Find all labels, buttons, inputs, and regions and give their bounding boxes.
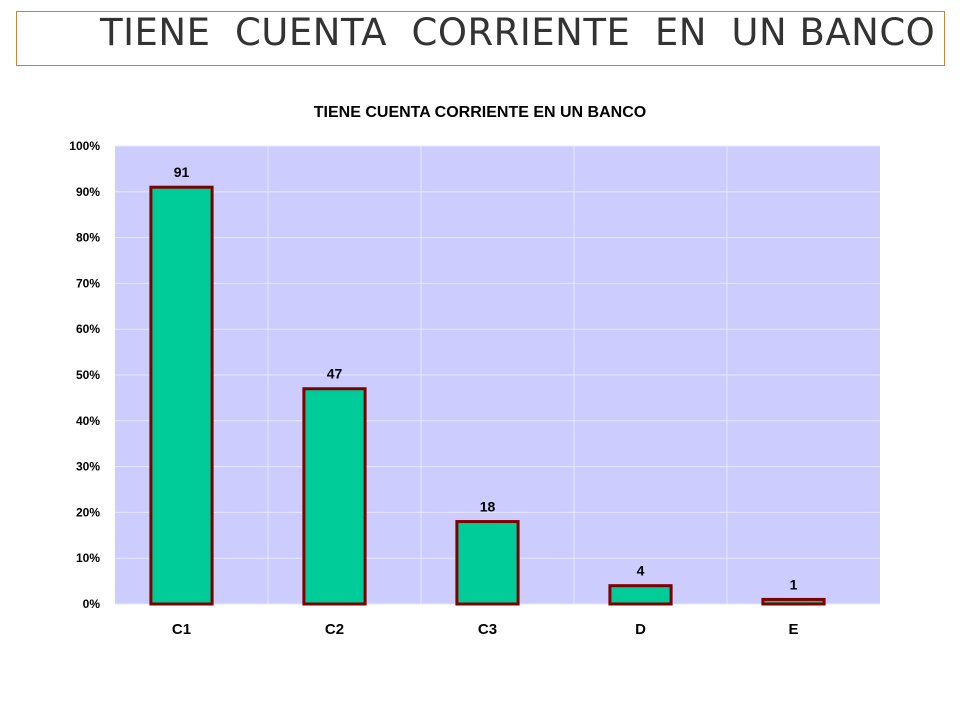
y-axis-ticks: 0% 10% 20% 30% 40% 50% 60% 70% 80% 90% 100% <box>69 139 100 611</box>
y-tick-label: 10% <box>76 551 100 565</box>
y-tick-label: 100% <box>69 139 100 153</box>
bar-c2 <box>302 387 367 606</box>
x-tick-label: E <box>788 621 798 638</box>
data-label: 91 <box>174 164 190 180</box>
data-label: 47 <box>327 366 343 382</box>
y-tick-label: 70% <box>76 276 100 290</box>
slide-title: TIENE CUENTA CORRIENTE EN UN BANCO <box>100 11 936 54</box>
y-tick-label: 0% <box>83 597 101 611</box>
y-tick-label: 40% <box>76 414 100 428</box>
y-tick-label: 50% <box>76 368 100 382</box>
bar-e <box>761 597 826 606</box>
y-tick-label: 30% <box>76 460 100 474</box>
x-tick-label: C1 <box>172 621 191 638</box>
y-tick-label: 20% <box>76 505 100 519</box>
data-labels: 91 47 18 4 1 <box>174 164 798 592</box>
data-label: 1 <box>790 576 798 592</box>
y-tick-label: 90% <box>76 185 100 199</box>
chart-title: TIENE CUENTA CORRIENTE EN UN BANCO <box>313 104 647 121</box>
bar-d <box>608 584 673 606</box>
slide-title-frame <box>16 11 945 66</box>
data-label: 4 <box>637 563 645 579</box>
y-tick-label: 60% <box>76 322 100 336</box>
x-tick-label: C2 <box>325 621 344 638</box>
bars <box>149 185 826 606</box>
data-label: 18 <box>480 499 496 515</box>
bar-c1 <box>149 185 214 606</box>
x-tick-label: C3 <box>478 621 497 638</box>
x-axis-ticks: C1 C2 C3 D E <box>172 621 799 638</box>
bar-c3 <box>455 520 520 606</box>
y-tick-label: 80% <box>76 231 100 245</box>
x-tick-label: D <box>635 621 646 638</box>
